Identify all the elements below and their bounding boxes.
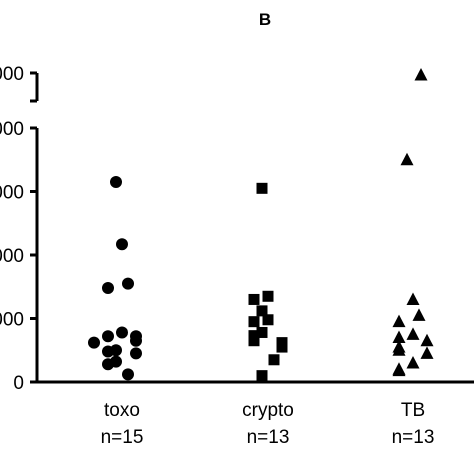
data-points: [88, 68, 434, 382]
TB-data-point: [392, 314, 406, 328]
toxo-data-point: [130, 347, 142, 360]
crypto-data-point: [268, 354, 280, 366]
TB-data-point: [392, 330, 406, 344]
category-label: toxo: [104, 400, 140, 421]
crypto-data-point: [248, 293, 260, 305]
toxo-data-point: [130, 334, 142, 347]
category-label: crypto: [242, 400, 294, 421]
TB-data-point: [406, 327, 420, 340]
TB-data-point: [406, 292, 420, 305]
TB-data-point: [420, 333, 434, 347]
crypto-data-point: [256, 305, 268, 317]
crypto-data-point: [248, 335, 260, 347]
panel-label: B: [259, 10, 271, 29]
crypto-data-point: [248, 316, 260, 328]
toxo-data-point: [102, 282, 114, 295]
toxo-data-point: [102, 345, 114, 358]
toxo-data-point: [122, 277, 134, 290]
TB-data-point: [412, 308, 426, 321]
y-ticks: 0000000000000: [0, 119, 37, 394]
TB-data-point: [392, 343, 406, 356]
crypto-data-point: [262, 314, 274, 326]
crypto-data-point: [256, 182, 268, 194]
y-tick-label: 0: [13, 373, 24, 394]
crypto-data-point: [276, 341, 288, 353]
crypto-data-point: [256, 326, 268, 338]
toxo-data-point: [116, 238, 128, 251]
TB-data-point: [392, 363, 406, 377]
y-axis-upper-segment: 000: [0, 64, 39, 103]
toxo-data-point: [102, 330, 114, 343]
toxo-data-point: [116, 326, 128, 339]
category-n-label: n=15: [101, 427, 144, 448]
y-tick-label: 000: [0, 183, 24, 204]
TB-data-point: [400, 152, 414, 166]
y-tick-label: 000: [0, 119, 24, 140]
TB-data-point: [420, 346, 434, 359]
y-tick-label: 000: [0, 246, 24, 267]
category-n-label: n=13: [247, 427, 290, 448]
category-n-label: n=13: [392, 427, 435, 448]
y-tick-label: 000: [0, 310, 24, 331]
toxo-data-point: [110, 175, 122, 188]
toxo-data-point: [88, 336, 100, 349]
x-category-labels: toxo n=15 crypto n=13 TB n=13: [101, 400, 435, 448]
TB-data-point: [406, 355, 420, 369]
TB-data-point-upper: [414, 68, 428, 81]
category-label: TB: [401, 400, 425, 421]
crypto-data-point: [262, 290, 274, 302]
y-tick-label-upper: 000: [0, 64, 24, 85]
toxo-data-point: [122, 368, 134, 381]
crypto-data-point: [256, 370, 268, 382]
toxo-data-point: [102, 358, 114, 371]
